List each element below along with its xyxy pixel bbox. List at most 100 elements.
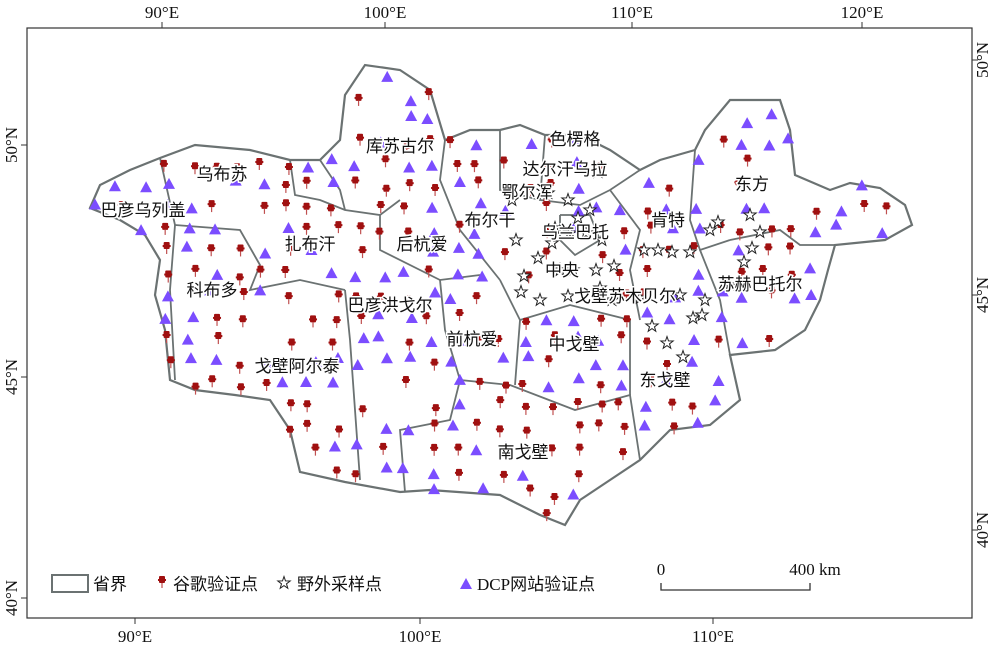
google-validation-point <box>430 358 439 371</box>
google-validation-point <box>309 315 318 328</box>
field-sample-point <box>570 209 586 225</box>
tick-label-top: 90°E <box>145 3 179 22</box>
dcp-validation-point <box>211 268 224 280</box>
dcp-validation-point <box>709 394 722 406</box>
dcp-validation-point <box>525 138 538 150</box>
dcp-validation-point <box>639 400 652 412</box>
legend-label-dcp: DCP网站验证点 <box>477 575 595 594</box>
country-boundary <box>88 63 914 527</box>
google-validation-point <box>526 184 535 197</box>
google-validation-point <box>647 375 656 388</box>
field-sample-point <box>702 221 718 237</box>
province-label: 巴彦洪戈尔 <box>348 296 433 315</box>
dcp-validation-point <box>568 134 581 146</box>
dcp-validation-point <box>327 176 340 188</box>
google-validation-point <box>281 180 290 193</box>
dcp-validation-point <box>425 159 438 171</box>
dcp-validation-point <box>663 313 676 325</box>
dcp-validation-point <box>380 461 393 473</box>
google-validation-point <box>735 228 744 241</box>
google-validation-point <box>596 381 605 394</box>
google-validation-point <box>207 200 216 213</box>
google-validation-point <box>882 202 891 215</box>
google-validation-point <box>431 404 440 417</box>
google-validation-point <box>767 225 776 238</box>
dcp-validation-point <box>402 424 415 436</box>
dcp-validation-point <box>452 241 465 253</box>
field-sample-point <box>582 201 598 217</box>
dcp-validation-point <box>567 488 580 500</box>
province-boundary <box>344 289 361 481</box>
google-validation-point <box>547 444 556 457</box>
dcp-validation-point <box>180 240 193 252</box>
google-validation-point <box>207 244 216 257</box>
dcp-validation-point <box>427 468 440 480</box>
field-sample-point <box>552 261 568 277</box>
dcp-validation-point <box>516 469 529 481</box>
field-sample-point <box>659 334 675 350</box>
dcp-validation-point <box>788 292 801 304</box>
google-validation-point <box>470 160 479 173</box>
dcp-validation-point <box>805 289 818 301</box>
province-label: 色楞格 <box>550 130 601 149</box>
dcp-validation-point <box>690 202 703 214</box>
google-validation-point <box>496 396 505 409</box>
google-validation-point <box>474 176 483 189</box>
google-validation-point <box>860 199 869 212</box>
province-boundary <box>729 229 835 246</box>
google-validation-point <box>622 289 631 302</box>
google-validation-point <box>235 273 244 286</box>
dcp-validation-point <box>161 199 174 211</box>
tick-label-top: 120°E <box>841 3 884 22</box>
dcp-validation-point <box>300 375 313 387</box>
dcp-validation-point <box>660 374 673 386</box>
google-validation-point <box>352 292 361 305</box>
province-boundary <box>689 149 731 252</box>
dcp-validation-point <box>276 376 289 388</box>
province-boundary <box>319 159 346 211</box>
google-validation-point <box>614 398 623 411</box>
dcp-validation-point <box>209 223 222 235</box>
google-validation-point <box>162 242 171 255</box>
dcp-validation-point <box>570 156 583 168</box>
province-label: 后杭爱 <box>397 235 448 254</box>
google-validation-point <box>208 375 217 388</box>
dcp-validation-point <box>429 286 442 298</box>
google-validation-point <box>542 199 551 212</box>
legend-label-google: 谷歌验证点 <box>173 575 258 594</box>
google-validation-point <box>472 418 481 431</box>
google-validation-point <box>303 419 312 432</box>
dcp-validation-point <box>372 330 385 342</box>
google-validation-point <box>191 382 200 395</box>
dcp-validation-point <box>712 375 725 387</box>
google-validation-point <box>550 331 559 344</box>
dcp-validation-point <box>254 284 267 296</box>
google-validation-point <box>190 162 199 175</box>
dcp-validation-point <box>351 359 364 371</box>
dcp-validation-point <box>499 204 512 216</box>
province-label: 苏赫巴托尔 <box>718 275 803 294</box>
dcp-validation-point <box>397 265 410 277</box>
google-validation-point <box>550 492 559 505</box>
google-validation-point <box>474 333 483 346</box>
dcp-validation-point <box>204 284 217 296</box>
dcp-validation-point <box>163 177 176 189</box>
province-label: 巴彦乌列盖 <box>101 201 186 220</box>
province-label: 中央 <box>545 261 579 280</box>
google-validation-point <box>620 227 629 240</box>
google-validation-point <box>494 334 503 347</box>
google-validation-point <box>598 251 607 264</box>
field-sample-point <box>504 191 520 207</box>
google-validation-point <box>575 421 584 434</box>
dcp-validation-point <box>741 117 754 129</box>
google-validation-point <box>455 220 464 233</box>
province-label: 戈壁阿尔泰 <box>255 357 340 376</box>
dcp-validation-point <box>421 112 434 124</box>
field-sample-point <box>752 223 768 239</box>
field-sample-point <box>710 213 726 229</box>
dcp-validation-point <box>470 444 483 456</box>
dcp-validation-point <box>379 271 392 283</box>
province-label: 库苏古尔 <box>366 137 434 156</box>
google-validation-point <box>311 443 320 456</box>
province-label: 前杭爱 <box>447 330 498 349</box>
